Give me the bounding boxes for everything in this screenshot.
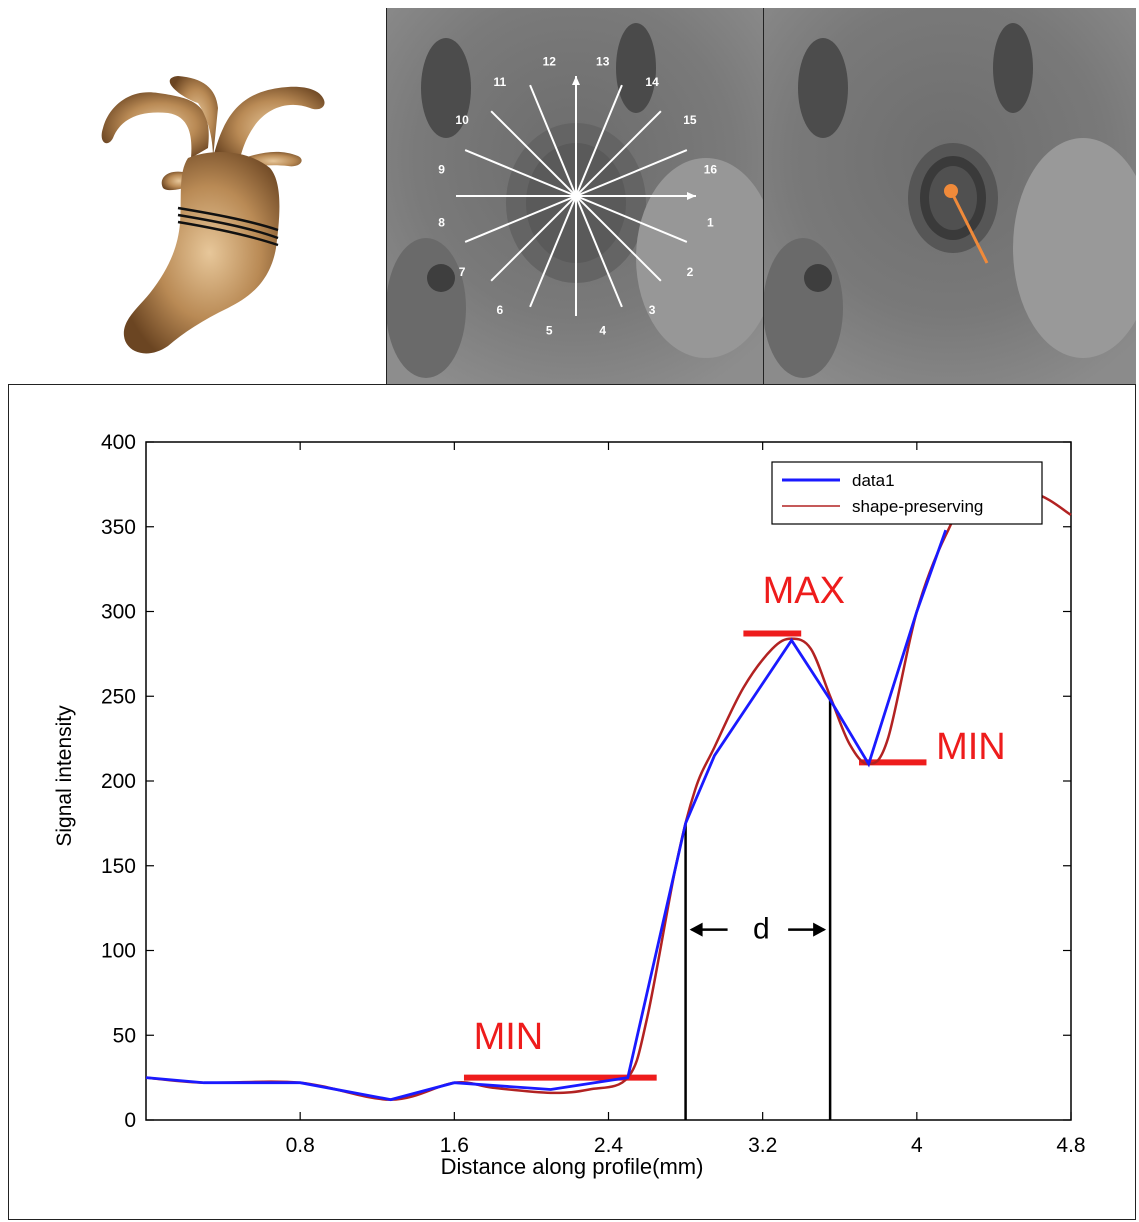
radial-label: 2 [687,265,694,279]
legend-label: data1 [852,471,895,490]
mr-slice-profile-panel [763,8,1136,384]
x-tick-label: 2.4 [594,1134,624,1157]
x-tick-label: 3.2 [748,1134,777,1157]
radial-label: 4 [599,323,606,337]
radial-label: 15 [683,113,697,127]
profile-line [949,190,989,264]
legend: data1 shape-preserving [771,461,1043,525]
y-tick-label: 200 [101,770,136,793]
radial-spoke [464,149,688,243]
radial-label: 8 [438,216,445,230]
y-axis-label: Signal intensity [53,705,76,847]
radial-label: 14 [645,75,659,89]
y-tick-label: 350 [101,516,136,539]
radial-label: 13 [596,55,610,69]
x-tick-label: 0.8 [286,1134,315,1157]
radial-arrowhead [687,192,696,200]
series-data1 [145,529,948,1102]
y-tick-label: 100 [101,940,136,963]
radial-label: 1 [707,216,714,230]
radial-label: 7 [459,265,466,279]
d-arrowhead-left [689,922,703,937]
x-tick-label: 4 [911,1134,923,1157]
d-arrowhead-right [813,922,827,937]
annotation-min: MIN [474,1016,544,1058]
radial-label: 6 [497,303,504,317]
radial-label: 5 [546,323,553,337]
y-tick-label: 300 [101,601,136,624]
panel-divider-horizontal [8,384,1136,385]
annotation-min: MIN [936,726,1006,768]
y-tick-label: 150 [101,855,136,878]
profile-center-marker [944,184,958,198]
x-axis-label: Distance along profile(mm) [441,1154,704,1179]
legend-box [771,461,1043,525]
radial-label: 16 [704,162,718,176]
y-tick-label: 400 [101,431,136,454]
annotations: MAX MIN MIN d [474,570,1006,1058]
radial-profile-lines [456,76,696,316]
y-tick-label: 250 [101,685,136,708]
annotation-d: d [753,913,770,946]
legend-label: shape-preserving [852,497,983,516]
series-lines [145,487,1072,1102]
signal-profile-chart: 0 50 100 150 200 250 300 350 400 0.8 1.6 2.4 3.2 4 4.8… [53,431,1086,1179]
radial-label: 11 [494,75,507,89]
y-tick-label: 50 [113,1024,136,1047]
annotation-max: MAX [763,570,845,612]
mr-slice-radial-panel: 1 2 3 4 5 6 7 8 9 10 11 12 13 14 15 16 [386,8,763,384]
radial-label: 10 [455,113,469,127]
x-tick-label: 1.6 [440,1134,469,1157]
radial-label: 12 [543,55,557,69]
y-tick-label: 0 [124,1109,136,1132]
x-tick-label: 4.8 [1056,1134,1085,1157]
aorta-3d-panel [8,8,386,384]
plot-area [145,441,1072,1121]
mr-slice-profile-image [763,8,1136,384]
axes: 0 50 100 150 200 250 300 350 400 0.8 1.6 2.4 3.2 4 4.8 [101,431,1086,1157]
aorta-3d-image [101,76,325,354]
panel-divider-2 [763,8,764,384]
radial-label: 3 [649,303,656,317]
radial-label: 9 [438,162,445,176]
panel-divider-1 [386,8,387,384]
radial-arrowhead [572,76,580,85]
